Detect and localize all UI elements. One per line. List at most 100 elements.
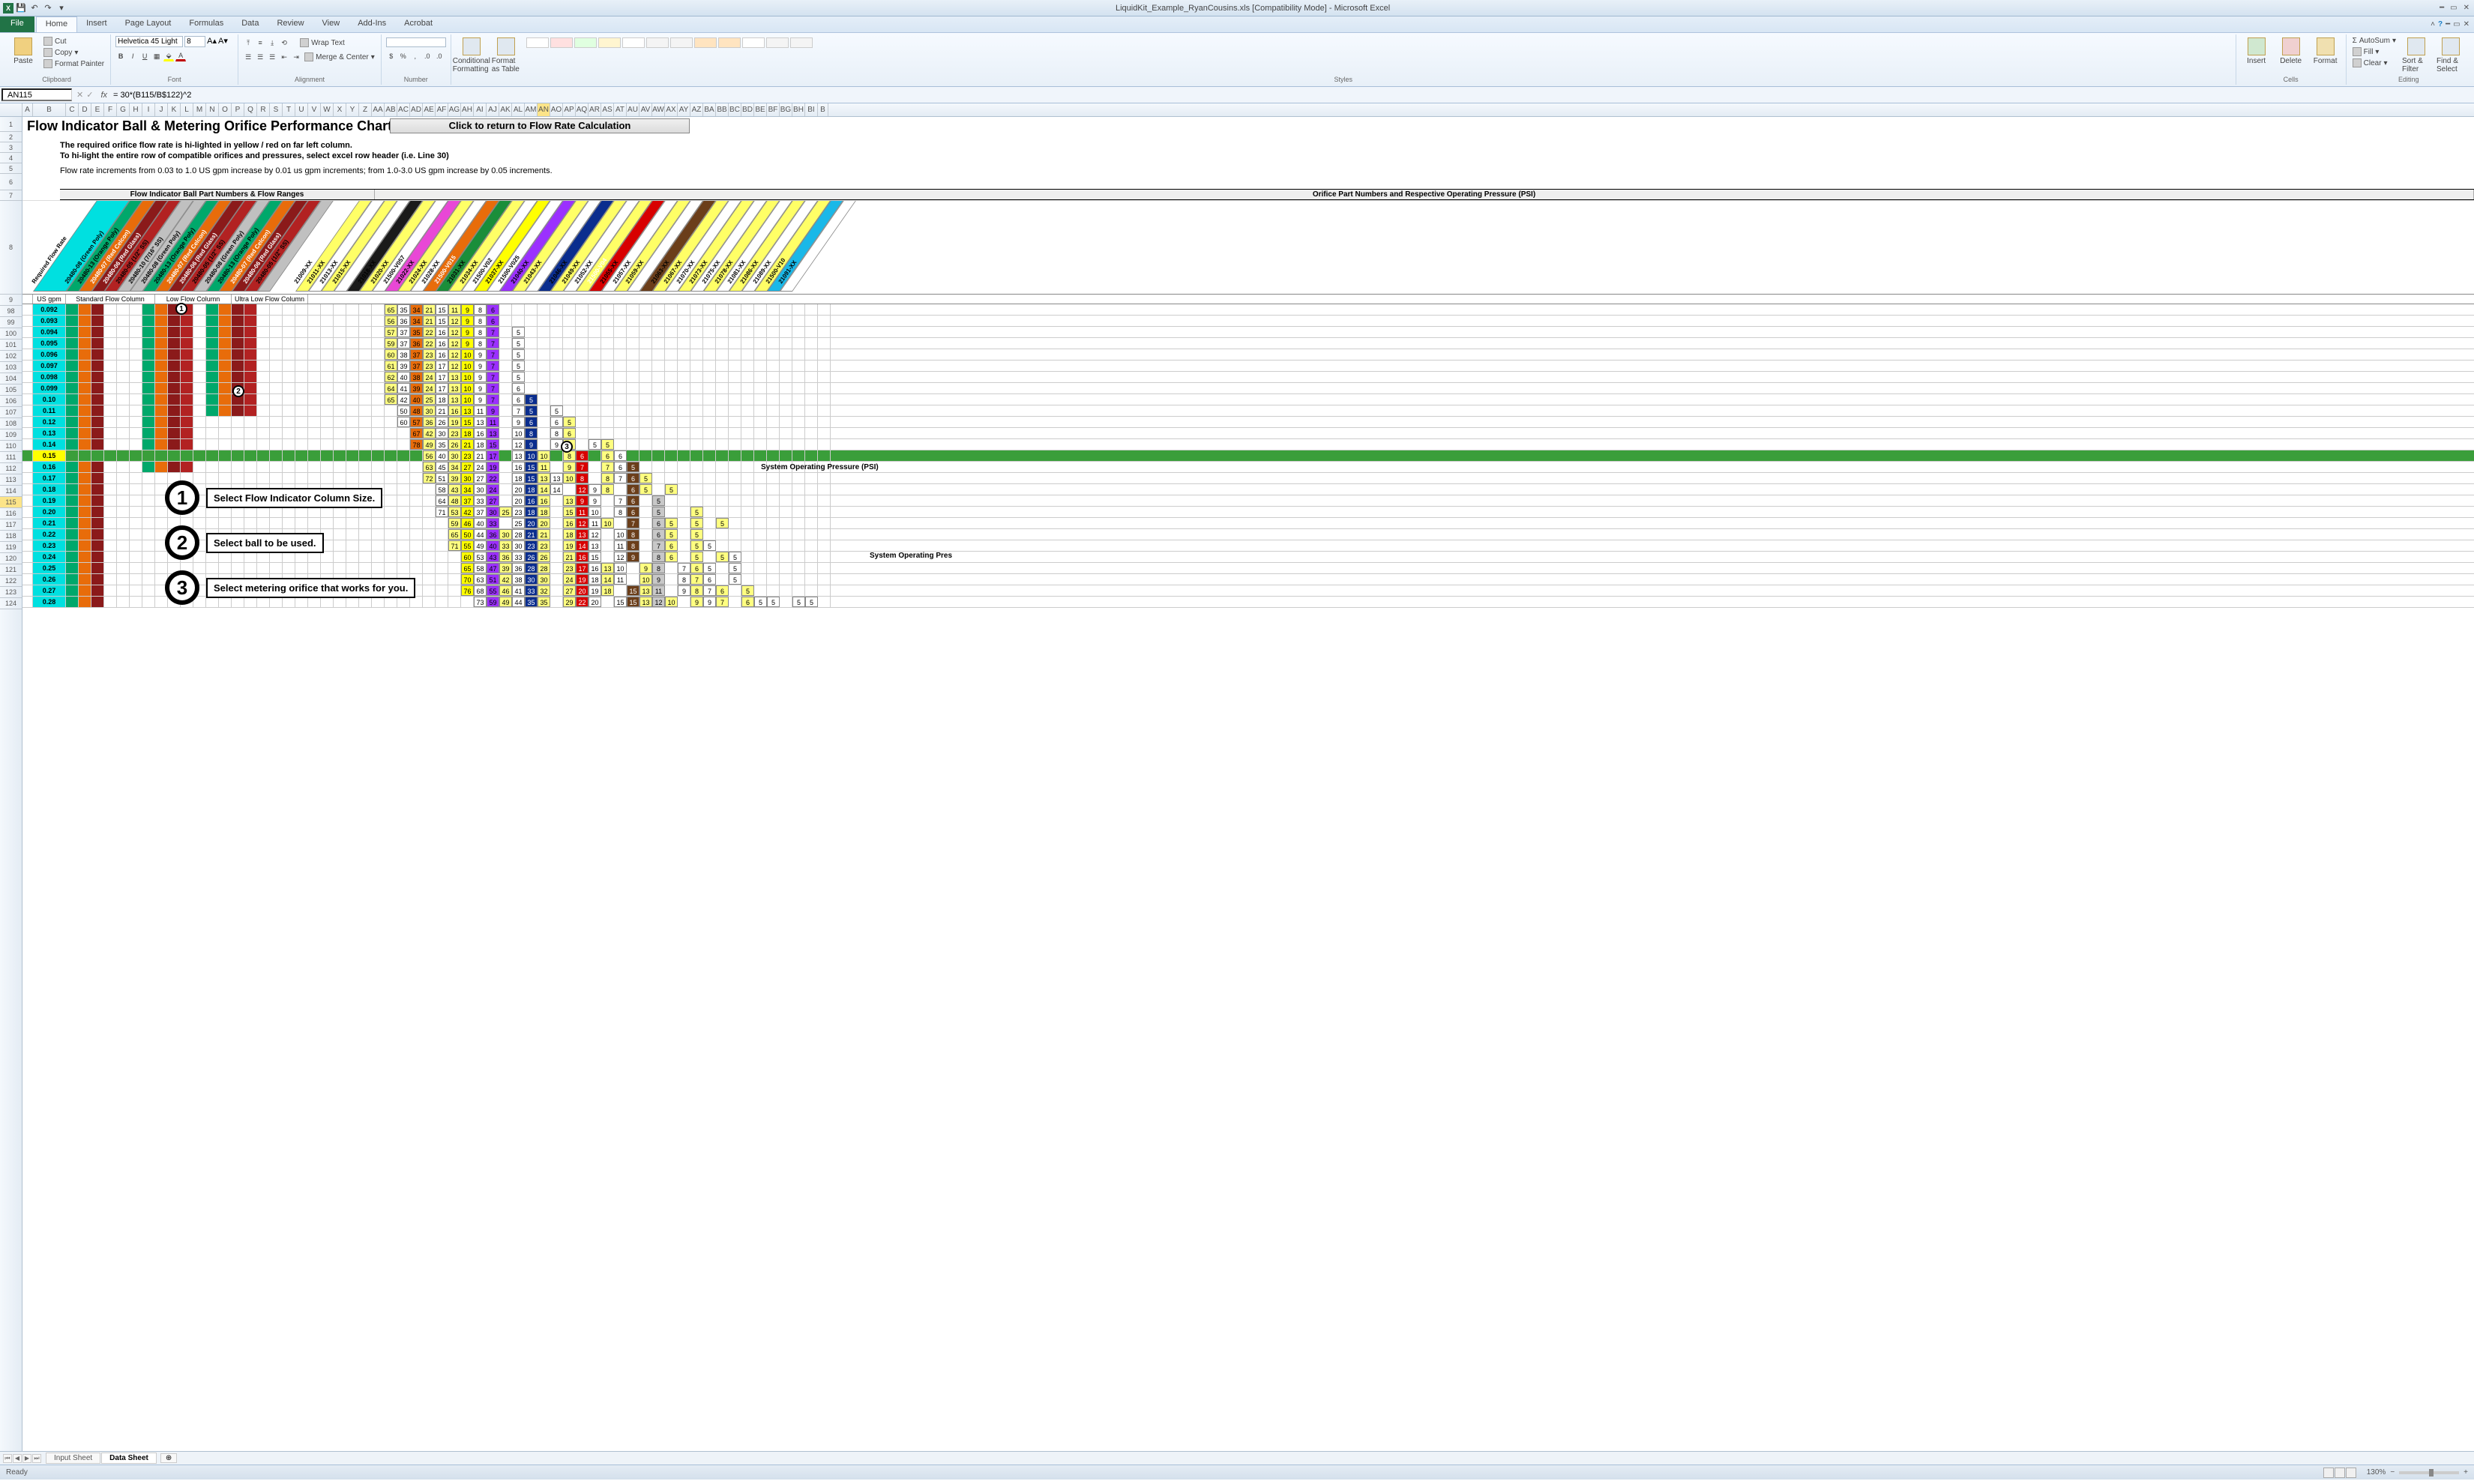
column-header[interactable]: BB bbox=[716, 103, 729, 116]
column-header[interactable]: AS bbox=[601, 103, 614, 116]
row-header[interactable]: 109 bbox=[0, 429, 22, 441]
row-header[interactable]: 108 bbox=[0, 418, 22, 429]
row-header[interactable]: 110 bbox=[0, 441, 22, 452]
page-break-view-icon[interactable] bbox=[2346, 1468, 2356, 1478]
column-header[interactable]: I bbox=[142, 103, 155, 116]
sort-filter-button[interactable]: Sort & Filter bbox=[2401, 36, 2432, 75]
tab-formulas[interactable]: Formulas bbox=[180, 16, 232, 32]
column-header[interactable]: A bbox=[22, 103, 33, 116]
cell-style-swatch[interactable] bbox=[670, 37, 693, 48]
row-header[interactable]: 120 bbox=[0, 553, 22, 564]
row-header[interactable]: 113 bbox=[0, 474, 22, 486]
column-header[interactable]: AW bbox=[652, 103, 665, 116]
column-header[interactable]: BI bbox=[805, 103, 818, 116]
row-header[interactable]: 98 bbox=[0, 306, 22, 317]
column-header[interactable]: V bbox=[308, 103, 321, 116]
zoom-in-icon[interactable]: + bbox=[2464, 1468, 2468, 1477]
row-header[interactable]: 5 bbox=[0, 163, 22, 174]
sheet-nav-next-icon[interactable]: ▶ bbox=[22, 1454, 31, 1463]
fill-color-icon[interactable]: ⬙ bbox=[163, 51, 174, 61]
column-header[interactable]: AQ bbox=[576, 103, 589, 116]
undo-icon[interactable]: ↶ bbox=[28, 2, 40, 14]
column-header[interactable]: AG bbox=[448, 103, 461, 116]
minimize-icon[interactable]: ━ bbox=[2438, 4, 2446, 12]
column-header[interactable]: Q bbox=[244, 103, 257, 116]
row-header[interactable]: 121 bbox=[0, 564, 22, 576]
column-header[interactable]: BD bbox=[741, 103, 754, 116]
row-header[interactable]: 103 bbox=[0, 362, 22, 373]
enter-formula-icon[interactable]: ✓ bbox=[86, 90, 93, 100]
column-header[interactable]: G bbox=[117, 103, 130, 116]
save-icon[interactable]: 💾 bbox=[15, 2, 27, 14]
font-name-select[interactable] bbox=[115, 36, 183, 47]
cell-style-swatch[interactable] bbox=[526, 37, 549, 48]
number-format-select[interactable] bbox=[386, 37, 446, 47]
column-header[interactable]: AR bbox=[589, 103, 601, 116]
format-cells-button[interactable]: Format bbox=[2310, 36, 2341, 67]
row-header[interactable]: 104 bbox=[0, 373, 22, 384]
fill-button[interactable]: Fill ▾ bbox=[2351, 46, 2398, 57]
italic-button[interactable]: I bbox=[127, 51, 138, 61]
column-header[interactable]: F bbox=[104, 103, 117, 116]
increase-indent-icon[interactable]: ⇥ bbox=[291, 52, 301, 62]
column-header[interactable]: AH bbox=[461, 103, 474, 116]
format-as-table-button[interactable]: Format as Table bbox=[490, 36, 522, 75]
column-header[interactable]: AF bbox=[436, 103, 448, 116]
clear-button[interactable]: Clear ▾ bbox=[2351, 58, 2398, 68]
cell-style-swatch[interactable] bbox=[694, 37, 717, 48]
redo-icon[interactable]: ↷ bbox=[42, 2, 54, 14]
column-header[interactable]: E bbox=[91, 103, 104, 116]
underline-button[interactable]: U bbox=[139, 51, 150, 61]
column-header[interactable]: C bbox=[66, 103, 79, 116]
column-header[interactable]: BE bbox=[754, 103, 767, 116]
cell-style-swatch[interactable] bbox=[742, 37, 765, 48]
column-header[interactable]: P bbox=[232, 103, 244, 116]
tab-add-ins[interactable]: Add-Ins bbox=[349, 16, 395, 32]
return-calculation-button[interactable]: Click to return to Flow Rate Calculation bbox=[390, 118, 690, 133]
column-header[interactable]: BF bbox=[767, 103, 780, 116]
format-painter-button[interactable]: Format Painter bbox=[42, 58, 106, 69]
column-header[interactable]: AM bbox=[525, 103, 538, 116]
decrease-decimal-icon[interactable]: .0 bbox=[434, 51, 445, 61]
increase-decimal-icon[interactable]: .0 bbox=[422, 51, 433, 61]
column-header[interactable]: AU bbox=[627, 103, 639, 116]
column-header[interactable]: M bbox=[193, 103, 206, 116]
autosum-button[interactable]: Σ AutoSum ▾ bbox=[2351, 36, 2398, 46]
decrease-font-icon[interactable]: A▾ bbox=[218, 36, 228, 47]
conditional-formatting-button[interactable]: Conditional Formatting bbox=[456, 36, 487, 75]
column-header[interactable]: BC bbox=[729, 103, 741, 116]
increase-font-icon[interactable]: A▴ bbox=[207, 36, 217, 47]
zoom-level[interactable]: 130% bbox=[2367, 1468, 2386, 1477]
column-header[interactable]: H bbox=[130, 103, 142, 116]
cells-area[interactable]: Flow Indicator Ball & Metering Orifice P… bbox=[22, 117, 2474, 1451]
align-top-icon[interactable]: ⤒ bbox=[243, 37, 253, 48]
column-header[interactable]: BH bbox=[792, 103, 805, 116]
column-header[interactable]: W bbox=[321, 103, 334, 116]
column-header[interactable]: T bbox=[283, 103, 295, 116]
row-header[interactable]: 115 bbox=[0, 497, 22, 508]
cell-style-swatch[interactable] bbox=[598, 37, 621, 48]
row-header[interactable]: 124 bbox=[0, 598, 22, 609]
page-layout-view-icon[interactable] bbox=[2335, 1468, 2345, 1478]
border-icon[interactable]: ▦ bbox=[151, 51, 162, 61]
bold-button[interactable]: B bbox=[115, 51, 126, 61]
name-box[interactable] bbox=[1, 88, 72, 101]
column-header[interactable]: AI bbox=[474, 103, 487, 116]
row-header[interactable]: 102 bbox=[0, 351, 22, 362]
row-header[interactable]: 107 bbox=[0, 407, 22, 418]
cell-style-swatch[interactable] bbox=[790, 37, 813, 48]
tab-insert[interactable]: Insert bbox=[77, 16, 116, 32]
row-header[interactable]: 123 bbox=[0, 587, 22, 598]
copy-button[interactable]: Copy ▾ bbox=[42, 47, 106, 58]
row-header[interactable]: 1 bbox=[0, 117, 22, 132]
row-header[interactable]: 2 bbox=[0, 132, 22, 142]
column-header[interactable]: AA bbox=[372, 103, 385, 116]
zoom-out-icon[interactable]: − bbox=[2390, 1468, 2395, 1477]
column-header[interactable]: AD bbox=[410, 103, 423, 116]
insert-cells-button[interactable]: Insert bbox=[2241, 36, 2272, 67]
sheet-nav-last-icon[interactable]: ⏭ bbox=[32, 1454, 41, 1463]
sheet-tab[interactable]: Data Sheet bbox=[101, 1453, 157, 1464]
fx-icon[interactable]: fx bbox=[100, 91, 107, 100]
sheet-nav-first-icon[interactable]: ⏮ bbox=[3, 1454, 12, 1463]
tab-file[interactable]: File bbox=[0, 16, 34, 32]
